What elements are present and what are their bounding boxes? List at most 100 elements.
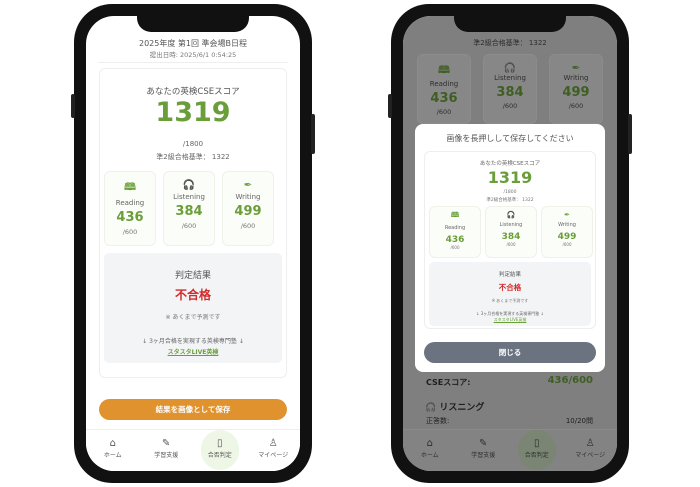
skill-label: Reading	[444, 225, 466, 231]
promo-link[interactable]: スタスタLIVE英検	[167, 349, 219, 356]
phone-left: 2025年度 第1回 準会場B日程 提出日時: 2025/6/1 0:54:25…	[71, 4, 315, 483]
clipboard-icon: ▯	[216, 438, 223, 449]
headphones-icon: 🎧	[506, 211, 516, 219]
nav-study[interactable]: ✎ 学習支援	[140, 430, 194, 471]
bg-cse-label: CSEスコア:	[426, 378, 471, 387]
skill-score: 384	[496, 85, 524, 100]
result-box: 判定結果 不合格 ※ あくまで予測です ↓ 3ヶ月合格を実現する英検専門塾 ↓ …	[429, 262, 591, 326]
nav-home[interactable]: ⌂ ホーム	[403, 430, 457, 471]
bottom-nav: ⌂ ホーム ✎ 学習支援 ▯ 合否判定 ♙ マイページ	[86, 429, 300, 471]
bg-skill-writing: ✒ Writing 499 /600	[549, 54, 603, 124]
skill-writing: ✒ Writing 499 /600	[541, 206, 593, 258]
skill-score: 436	[445, 235, 465, 245]
book-icon: 🕮	[450, 211, 460, 219]
skill-label: Writing	[563, 74, 589, 82]
bg-cse-value: 436/600	[547, 375, 593, 386]
promo-text: ↓ 3ヶ月合格を実現する英検専門塾 ↓	[476, 311, 544, 316]
result-value: 不合格	[498, 283, 522, 292]
bg-skill-reading: 🕮 Reading 436 /600	[417, 54, 471, 124]
nav-study[interactable]: ✎ 学習支援	[457, 430, 511, 471]
home-icon: ⌂	[426, 438, 433, 449]
skill-reading: 🕮 Reading 436 /600	[104, 171, 156, 246]
promo-text: ↓ 3ヶ月合格を実現する英検専門塾 ↓	[142, 338, 244, 345]
bg-section-title: 🎧 リスニング	[425, 400, 484, 413]
exam-title: 2025年度 第1回 準会場B日程	[138, 39, 248, 48]
nav-label: 合否判定	[524, 452, 549, 459]
skill-max: /600	[181, 222, 197, 230]
nav-judge[interactable]: ▯ 合否判定	[193, 430, 247, 471]
nav-home[interactable]: ⌂ ホーム	[86, 430, 140, 471]
skill-score: 436	[430, 91, 458, 106]
skill-label: Listening	[499, 222, 523, 228]
skill-max: /600	[240, 222, 256, 230]
pen-icon: ✎	[162, 438, 171, 449]
skill-label: Writing	[235, 193, 261, 201]
skill-label: Listening	[173, 193, 205, 201]
user-icon: ♙	[585, 438, 595, 449]
nav-label: マイページ	[575, 452, 606, 459]
score-card: あなたの英検CSEスコア 1319 /1800 準2級合格基準： 1322 🕮 …	[99, 68, 287, 378]
nav-label: マイページ	[258, 452, 289, 459]
total-score: 1319	[155, 97, 231, 128]
skill-reading: 🕮 Reading 436 /600	[429, 206, 481, 258]
book-icon: 🕮	[124, 182, 136, 193]
nav-label: 学習支援	[154, 452, 179, 459]
save-image-modal: 画像を長押しして保存してください あなたの英検CSEスコア 1319 /1800…	[415, 124, 605, 372]
submitted-time: 提出日時: 2025/6/1 0:54:25	[149, 51, 237, 59]
skill-label: Reading	[115, 199, 145, 207]
skill-score: 384	[501, 232, 521, 242]
user-icon: ♙	[268, 438, 278, 449]
nav-mypage[interactable]: ♙ マイページ	[247, 430, 301, 471]
nav-mypage[interactable]: ♙ マイページ	[564, 430, 618, 471]
skill-max: /600	[122, 228, 138, 236]
nav-label: 学習支援	[471, 452, 496, 459]
nav-label: ホーム	[103, 452, 122, 459]
promo-link: スタスタLIVE英検	[493, 317, 527, 322]
result-value: 不合格	[174, 288, 211, 302]
phone-right: 準2級合格基準： 1322 🕮 Reading 436 /600 🎧 Liste…	[388, 4, 632, 483]
skill-writing: ✒ Writing 499 /600	[222, 171, 274, 246]
screen-left: 2025年度 第1回 準会場B日程 提出日時: 2025/6/1 0:54:25…	[86, 16, 300, 471]
skill-max: /600	[502, 102, 518, 110]
skill-listening: 🎧 Listening 384 /600	[485, 206, 537, 258]
modal-title: 画像を長押しして保存してください	[446, 134, 574, 143]
nav-label: 合否判定	[207, 452, 232, 459]
skill-listening: 🎧 Listening 384 /600	[163, 171, 215, 246]
score-heading: あなたの英検CSEスコア	[479, 161, 541, 167]
total-max: /1800	[182, 140, 204, 148]
note: ※ あくまで予測です	[491, 298, 529, 303]
result-box: 判定結果 不合格 ※ あくまで予測です ↓ 3ヶ月合格を実現する英検専門塾 ↓ …	[104, 253, 282, 363]
headphones-icon: 🎧	[425, 403, 440, 413]
headphones-icon: 🎧	[182, 180, 196, 191]
bg-skill-listening: 🎧 Listening 384 /600	[483, 54, 537, 124]
skill-score: 499	[234, 204, 262, 219]
skill-label: Reading	[429, 80, 459, 88]
score-heading: あなたの英検CSEスコア	[146, 87, 240, 97]
total-score: 1319	[487, 168, 533, 187]
skill-label: Writing	[558, 222, 576, 228]
close-button[interactable]: 閉じる	[424, 342, 596, 363]
modal-score-image: あなたの英検CSEスコア 1319 /1800 準2級合格基準： 1322 🕮 …	[424, 151, 596, 329]
pen-nib-icon: ✒	[571, 63, 581, 74]
skill-max: /600	[506, 242, 516, 247]
skill-max: /600	[562, 242, 572, 247]
nav-judge[interactable]: ▯ 合否判定	[510, 430, 564, 471]
pass-line: 準2級合格基準： 1322	[486, 198, 534, 203]
nav-label: ホーム	[420, 452, 439, 459]
book-icon: 🕮	[438, 65, 450, 76]
skill-score: 436	[116, 210, 144, 225]
total-max: /1800	[503, 190, 517, 195]
screen-right: 準2級合格基準： 1322 🕮 Reading 436 /600 🎧 Liste…	[403, 16, 617, 471]
headphones-icon: 🎧	[503, 63, 517, 74]
pen-nib-icon: ✒	[564, 211, 570, 219]
bg-row-label: 正答数:	[426, 417, 450, 425]
skill-score: 499	[557, 232, 577, 242]
bg-section-label: リスニング	[439, 403, 485, 413]
skill-max: /600	[450, 245, 460, 250]
bg-pass-line: 準2級合格基準： 1322	[473, 39, 547, 47]
pass-line: 準2級合格基準： 1322	[156, 153, 230, 161]
result-heading: 判定結果	[498, 272, 521, 278]
skill-score: 384	[175, 204, 203, 219]
skill-score: 499	[562, 85, 590, 100]
save-image-button[interactable]: 結果を画像として保存	[99, 399, 287, 420]
